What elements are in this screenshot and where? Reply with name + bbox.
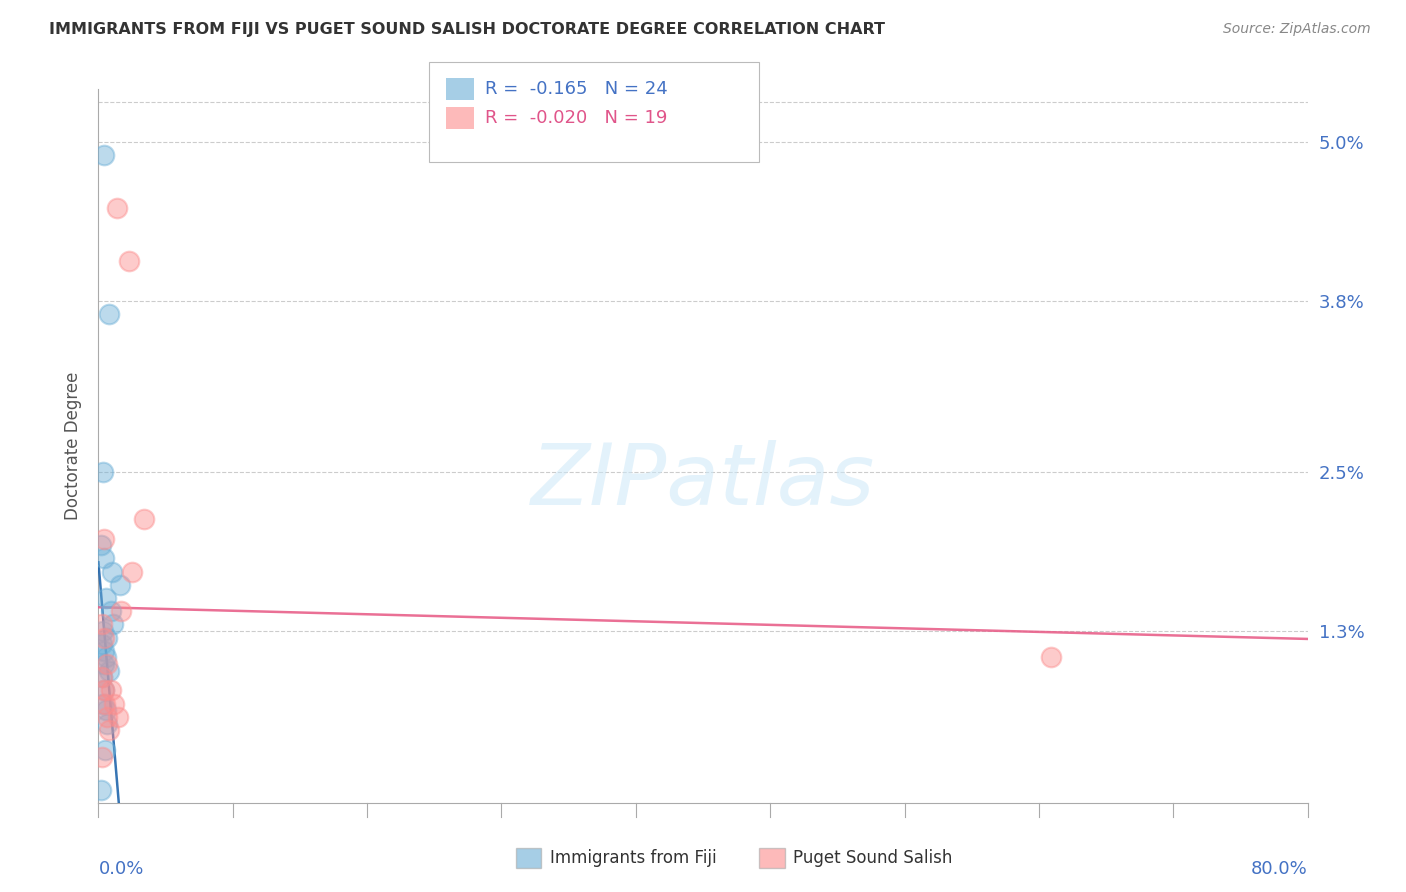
Text: ZIPatlas: ZIPatlas	[531, 440, 875, 524]
Text: R =  -0.165   N = 24: R = -0.165 N = 24	[485, 80, 668, 98]
Point	[100, 683, 122, 698]
Point	[132, 511, 155, 525]
Point	[93, 683, 115, 698]
Point	[96, 710, 118, 724]
Point	[91, 670, 114, 684]
Point	[91, 637, 114, 651]
Point	[98, 307, 121, 321]
Point	[90, 782, 112, 797]
Text: IMMIGRANTS FROM FIJI VS PUGET SOUND SALISH DOCTORATE DEGREE CORRELATION CHART: IMMIGRANTS FROM FIJI VS PUGET SOUND SALI…	[49, 22, 886, 37]
Point	[121, 565, 143, 579]
Point	[93, 644, 115, 658]
Point	[94, 703, 117, 717]
Point	[91, 749, 114, 764]
Point	[91, 670, 114, 684]
Point	[1039, 650, 1062, 665]
Point	[96, 631, 118, 645]
Point	[90, 538, 112, 552]
Point	[93, 551, 115, 566]
Point	[101, 565, 124, 579]
Point	[98, 723, 121, 738]
Y-axis label: Doctorate Degree: Doctorate Degree	[63, 372, 82, 520]
Point	[91, 617, 114, 632]
Point	[94, 591, 117, 605]
Point	[96, 716, 118, 731]
Point	[93, 148, 115, 162]
Point	[93, 683, 115, 698]
Point	[101, 617, 124, 632]
Point	[94, 697, 117, 711]
Point	[94, 743, 117, 757]
Point	[118, 254, 141, 268]
Point	[91, 466, 114, 480]
Point	[91, 697, 114, 711]
Text: R =  -0.020   N = 19: R = -0.020 N = 19	[485, 109, 668, 127]
Point	[98, 664, 121, 678]
Point	[107, 710, 129, 724]
Point	[108, 578, 131, 592]
Point	[93, 631, 115, 645]
Point	[110, 604, 132, 618]
Point	[91, 624, 114, 638]
Text: 0.0%: 0.0%	[98, 860, 143, 878]
Text: Immigrants from Fiji: Immigrants from Fiji	[550, 849, 717, 867]
Text: Source: ZipAtlas.com: Source: ZipAtlas.com	[1223, 22, 1371, 37]
Text: Puget Sound Salish: Puget Sound Salish	[793, 849, 952, 867]
Point	[96, 657, 118, 671]
Point	[103, 697, 125, 711]
Point	[94, 650, 117, 665]
Point	[93, 657, 115, 671]
Point	[105, 201, 128, 215]
Point	[93, 532, 115, 546]
Point	[100, 604, 122, 618]
Text: 80.0%: 80.0%	[1251, 860, 1308, 878]
